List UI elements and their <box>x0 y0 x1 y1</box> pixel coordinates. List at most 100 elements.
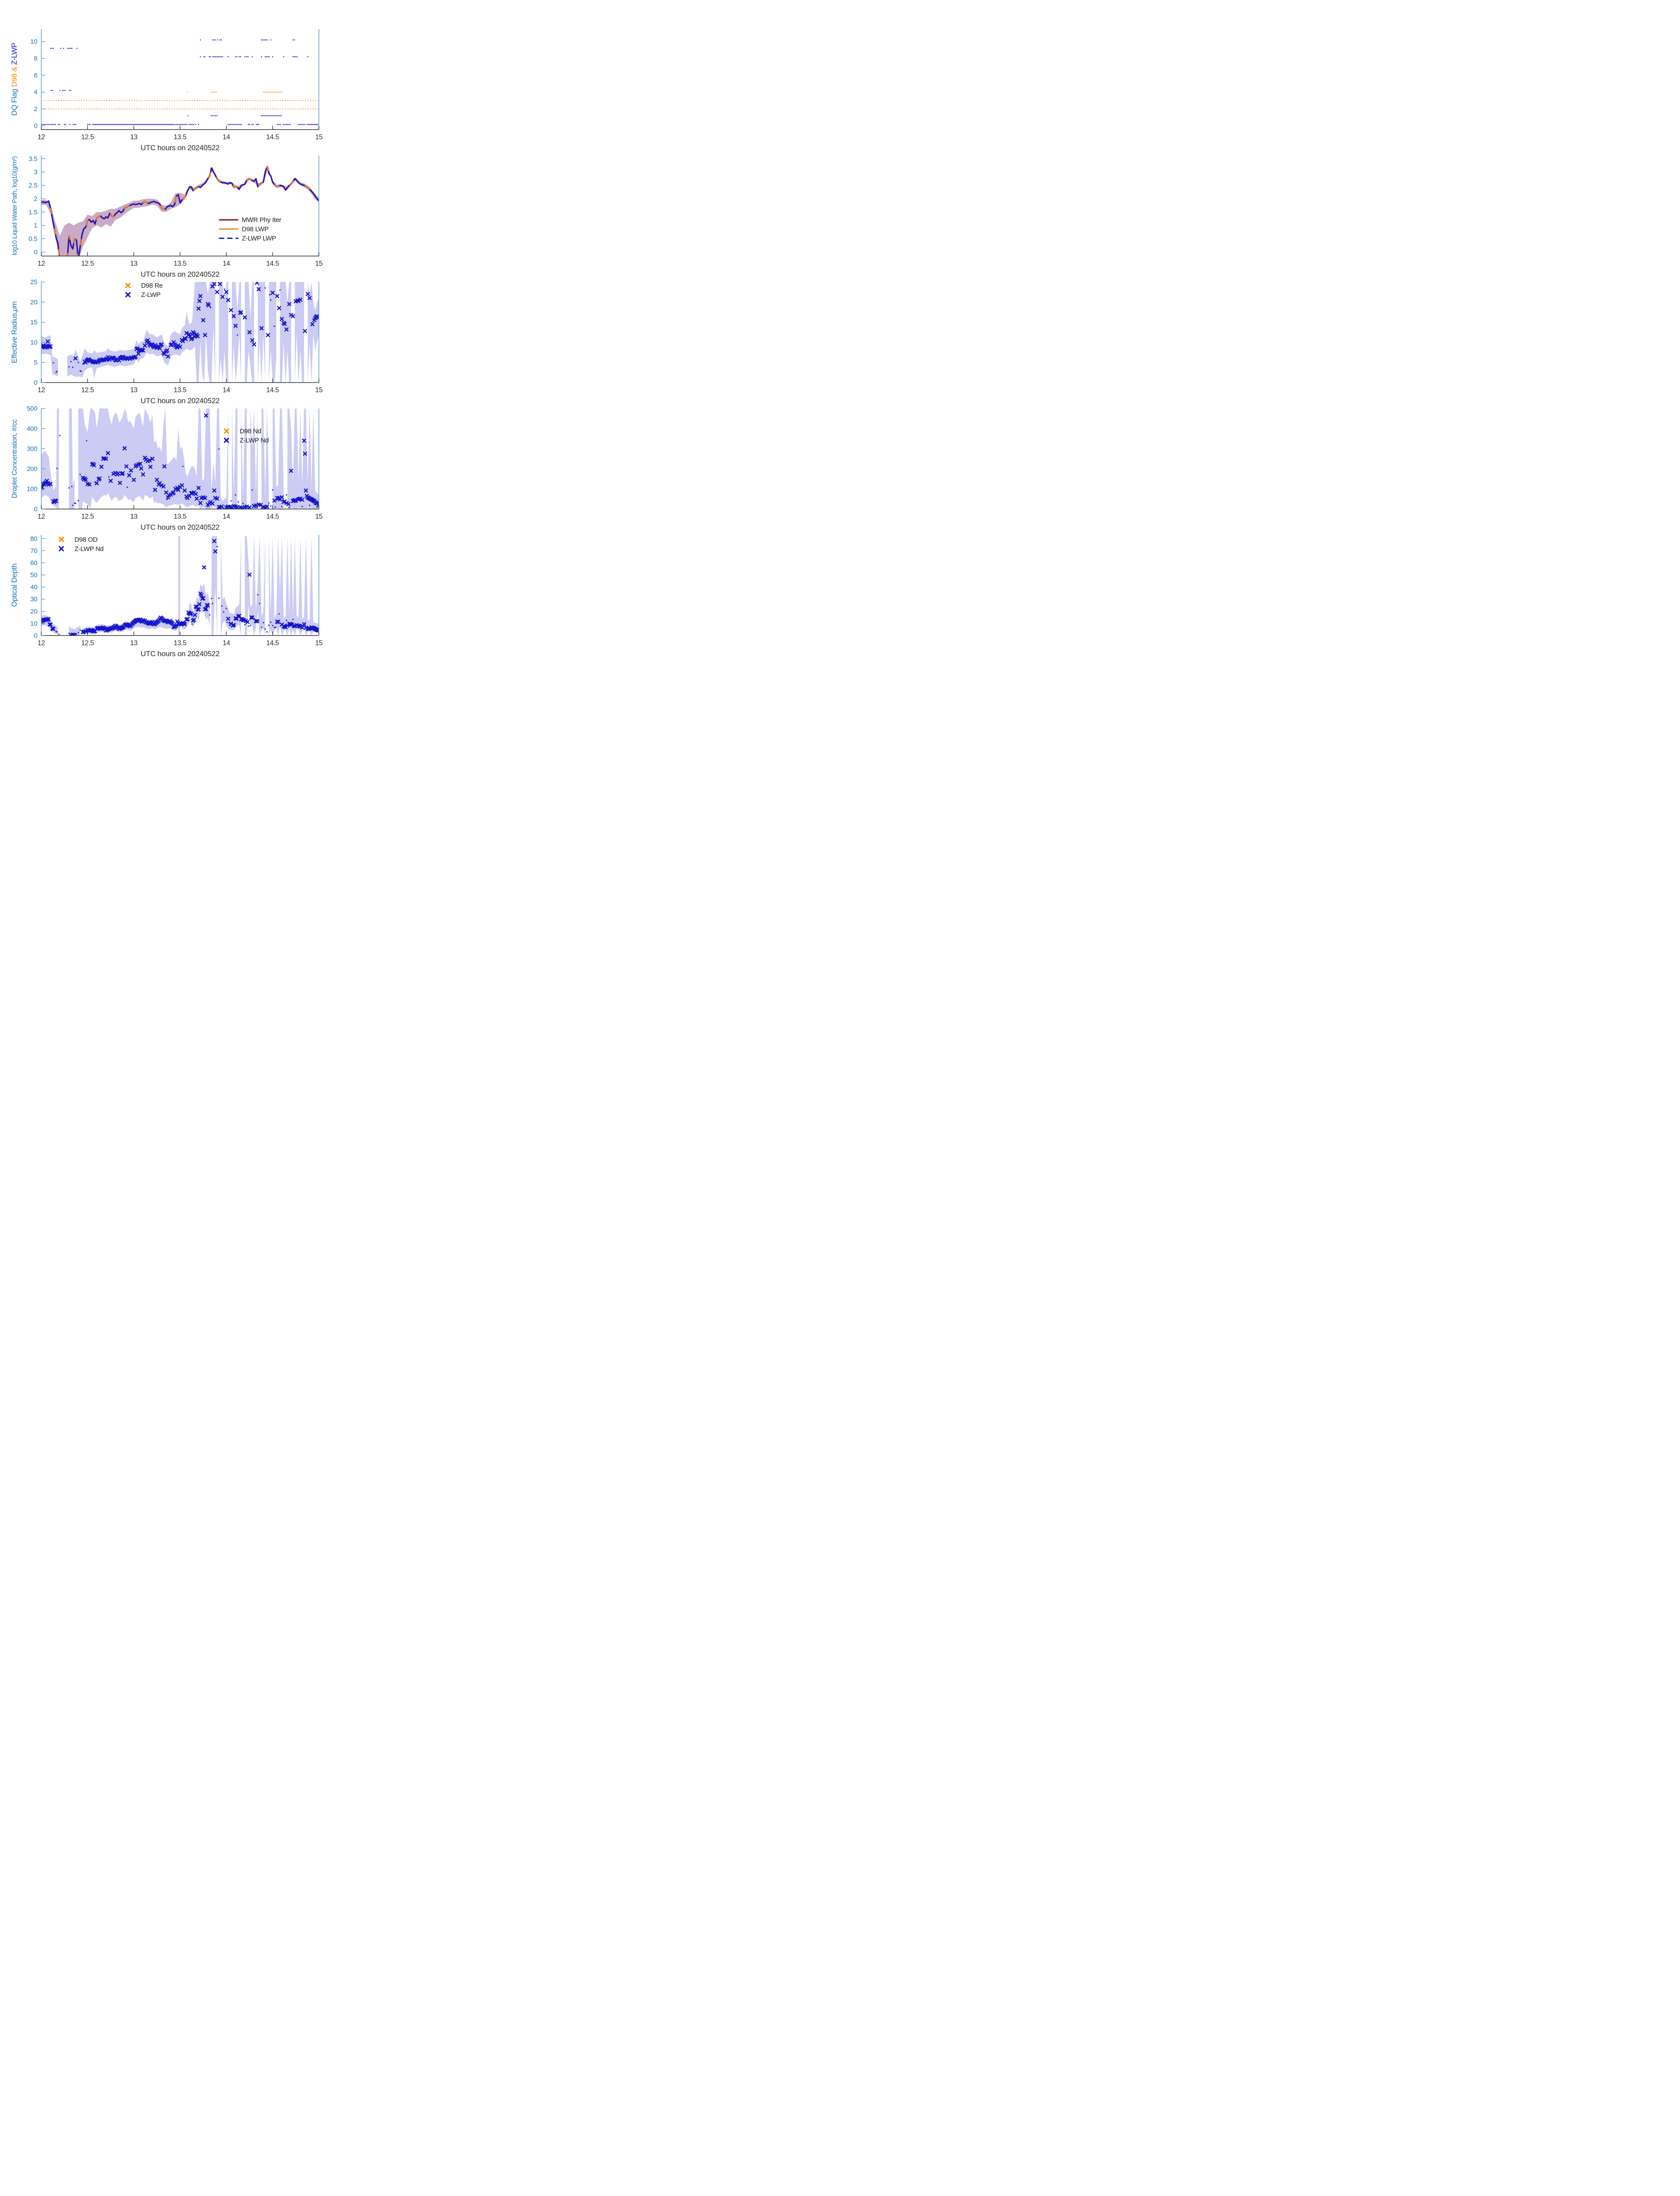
zlwp-flag-0-marker <box>230 124 231 125</box>
zlwp-od-dots-marker <box>257 594 259 596</box>
d98-flag-3-marker <box>101 100 102 101</box>
legend-label: D98 LWP <box>242 226 268 233</box>
zlwp-nd-markers-marker <box>280 495 284 500</box>
zlwp-re-markers-marker <box>266 333 270 337</box>
zlwp-flag-8-marker <box>266 56 267 58</box>
y-axis-label: Droplet Concentration, #/cc <box>11 419 18 498</box>
uncertainty-band <box>220 536 241 636</box>
x-tick-label: 12.5 <box>81 639 94 647</box>
d98-flag-2-marker <box>161 108 163 110</box>
zlwp-flag-0-marker <box>110 124 112 125</box>
d98-flag-3-marker <box>207 100 208 101</box>
d98-flag-2-marker <box>121 108 123 110</box>
y-tick-label: 40 <box>30 584 37 591</box>
d98-flag-2-marker <box>156 108 158 110</box>
zlwp-flag-0-marker <box>65 124 66 125</box>
zlwp-flag-0-marker <box>155 124 156 125</box>
d98-flag-2-marker <box>124 108 125 110</box>
zlwp-nd-markers-marker <box>94 481 99 486</box>
zlwp-flag-0-marker <box>98 124 100 125</box>
zlwp-od-dots-marker <box>212 603 213 604</box>
d98-flag-3-marker <box>282 100 284 101</box>
zlwp-nd-markers-marker <box>127 473 131 477</box>
zlwp-flag-0-marker <box>241 124 242 125</box>
plot-area-dq-flag <box>41 39 319 125</box>
zlwp-flag-0-marker <box>87 124 88 125</box>
d98-flag-2-marker <box>285 108 286 110</box>
zlwp-od-markers-marker <box>255 619 259 623</box>
zlwp-od-markers-marker <box>189 611 193 616</box>
zlwp-od-markers-marker <box>206 603 210 608</box>
zlwp-od-markers-marker <box>231 623 236 627</box>
zlwp-flag-8-marker <box>261 56 262 58</box>
d98-flag-2-marker <box>295 108 296 110</box>
zlwp-nd-dots-marker <box>223 507 224 509</box>
d98-flag-2-marker <box>300 108 301 110</box>
zlwp-nd-dots-marker <box>68 487 70 489</box>
zlwp-od-dots-marker <box>259 603 260 604</box>
d98-flag-3-marker <box>61 100 62 101</box>
zlwp-flag-0-marker <box>113 124 115 125</box>
x-tick-label: 14.5 <box>266 260 279 267</box>
d98-flag-2-marker <box>86 108 87 110</box>
zlwp-od-dots-marker <box>216 546 218 547</box>
x-tick-label: 14.5 <box>266 386 279 394</box>
zlwp-od-dots-marker <box>211 598 213 600</box>
d98-flag-2-marker <box>166 108 168 110</box>
d98-flag-3-marker <box>275 100 276 101</box>
zlwp-nd-markers-marker <box>175 486 180 490</box>
d98-flag-3-marker <box>184 100 185 101</box>
zlwp-od-dots-marker <box>225 607 227 609</box>
d98-flag-3-marker <box>108 100 110 101</box>
zlwp-flag-8-marker <box>219 56 220 58</box>
d98-flag-2-marker <box>144 108 145 110</box>
legend-label: Z-LWP Nd <box>240 437 269 444</box>
zlwp-re-markers-marker <box>46 339 50 344</box>
y-tick-label: 4 <box>34 89 37 96</box>
zlwp-od-dots-marker <box>310 627 311 629</box>
zlwp-flag-0-marker <box>128 124 129 125</box>
zlwp-re-markers-marker <box>287 302 292 307</box>
zlwp-re-dots-marker <box>55 372 57 373</box>
zlwp-nd-markers-marker <box>198 501 202 505</box>
zlwp-od-dots-marker <box>248 625 249 627</box>
y-tick-label: 2 <box>34 105 37 113</box>
d98-flag-3-marker <box>264 100 266 101</box>
y-tick-label: 0 <box>34 122 37 130</box>
d98-flag-2-marker <box>315 108 316 110</box>
zlwp-od-dots-marker <box>253 618 255 619</box>
zlwp-od-markers-marker <box>196 607 201 612</box>
uncertainty-band <box>261 408 269 509</box>
zlwp-flag-0-marker <box>176 124 177 125</box>
zlwp-flag-1-marker <box>266 115 267 116</box>
zlwp-re-markers-marker <box>252 342 257 347</box>
zlwp-flag-8-marker <box>264 56 266 58</box>
d98-flag-3-marker <box>76 100 77 101</box>
zlwp-od-markers-marker <box>193 613 197 617</box>
x-tick-label: 13.5 <box>174 134 187 141</box>
d98-flag-2-marker <box>131 108 133 110</box>
zlwp-flag-4-marker <box>62 90 63 91</box>
zlwp-flag-0-marker <box>181 124 182 125</box>
d98-flag-2-marker <box>174 108 175 110</box>
zlwp-flag-0-marker <box>279 124 281 125</box>
zlwp-flag-0-marker <box>239 124 241 125</box>
d98-flag-2-marker <box>81 108 82 110</box>
uncertainty-band <box>287 408 319 509</box>
uncertainty-band <box>307 282 319 383</box>
zlwp-od-markers-marker <box>204 607 208 611</box>
zlwp-flag-0-marker <box>234 124 235 125</box>
uncertainty-band <box>250 408 258 509</box>
zlwp-nd-dots-marker <box>94 482 96 483</box>
x-tick-label: 13.5 <box>174 639 187 647</box>
y-axis-label: log10 Liquid Water Path, log10(g/m²) <box>11 156 18 256</box>
d98-flag-4-marker <box>273 91 275 93</box>
legend-lwp: MWR Phy Iter D98 LWP Z-LWP LWP <box>219 217 282 242</box>
x-tick-label: 12.5 <box>81 134 94 141</box>
zlwp-od-markers-marker <box>199 593 204 597</box>
zlwp-od-dots-marker <box>275 626 276 628</box>
d98-flag-3-marker <box>88 100 90 101</box>
zlwp-re-dots-marker <box>77 361 79 363</box>
d98-flag-3-marker <box>156 100 158 101</box>
d98-flag-3-marker <box>252 100 253 101</box>
